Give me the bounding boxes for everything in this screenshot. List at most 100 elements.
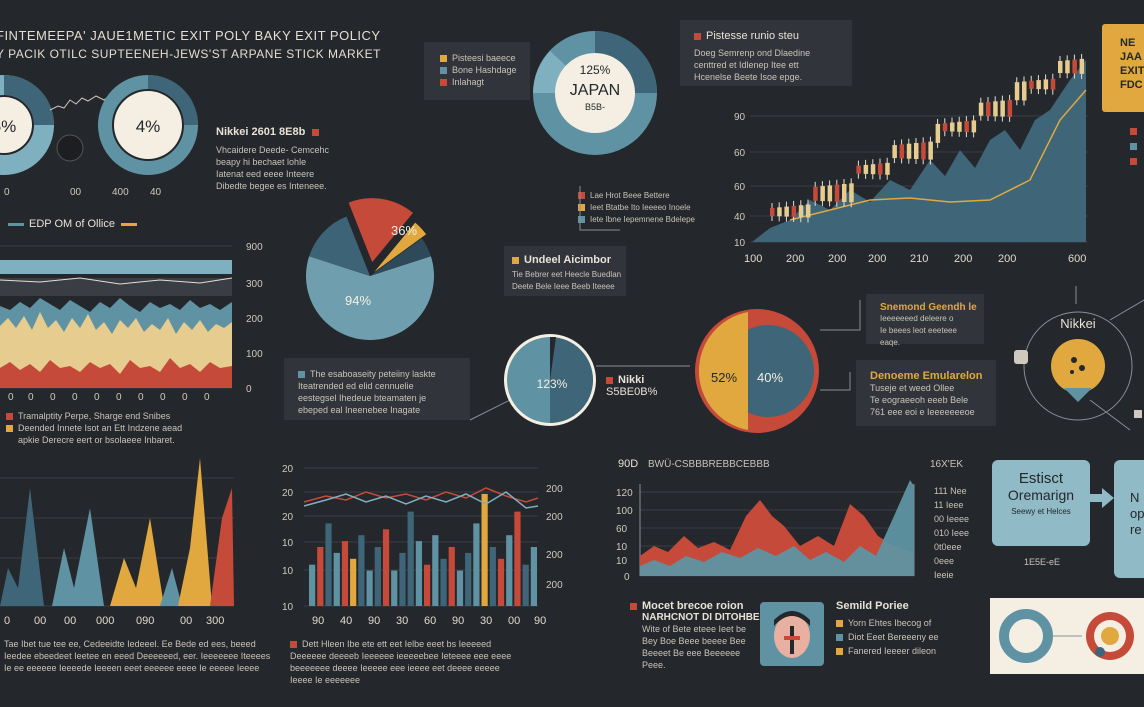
candle-legend-item: Lae Hrot Beee Bettere: [578, 190, 695, 202]
pie-slice: [306, 256, 434, 340]
area-right-item: 010 Ieee: [934, 528, 970, 538]
exit-callout: NE JAA EXIT FDC: [1102, 24, 1144, 112]
edp-legend-swatch: [6, 425, 13, 433]
edp-xtick: 0: [204, 392, 210, 403]
peak-gold: [110, 518, 164, 606]
candle-xtick: 210: [910, 253, 928, 265]
area-header-right: 16X'EK: [930, 459, 964, 470]
peaks-legend: Tae Ibet tue tee ee, Cedeeidte Iedeeel. …: [4, 638, 270, 674]
market-note-sub: NARHCNOT DI DITOHBEE: [642, 612, 767, 623]
red-marker: [312, 128, 320, 136]
mixed-xtick: 90: [368, 615, 380, 627]
candle-ytick: 60: [734, 182, 746, 193]
candle-legend-text: Iete Ibne Iepemnene Bdelepe: [590, 215, 695, 224]
candle: [914, 143, 919, 159]
estisct-side-line: re: [1130, 522, 1142, 537]
mixed-bar: [465, 552, 472, 606]
semild-item: Yorn Ehtes Ibecog of: [836, 616, 939, 630]
mixed-bar: [399, 552, 406, 606]
candle: [791, 205, 797, 217]
edp-legend-text: Tramalptity Perpe, Sharge end Snibes: [18, 411, 171, 421]
candle: [1079, 58, 1085, 74]
edp-legend-text: Deended Innete Isot an Ett Indzene aead: [18, 423, 183, 433]
pie-slice: [374, 222, 427, 272]
mixed-bar: [473, 523, 480, 606]
area-right-list: 111 Nee 11 Ieee 00 Ieeee 010 Ieee 0t0eee…: [934, 484, 969, 582]
mixed-ytick: 20: [282, 512, 294, 523]
mixed-ytick: 20: [282, 488, 294, 499]
peaks-xtick: 300: [206, 615, 224, 627]
japan-donut-pct: 125%: [580, 63, 611, 77]
mixed-bar: [489, 547, 496, 606]
br-donut-ring: [999, 609, 1053, 663]
area-right-item: 0t0eee: [934, 542, 962, 552]
edp-ytick: 300: [246, 279, 263, 290]
mixed-bar: [350, 558, 357, 606]
pie-slice: [370, 238, 431, 276]
candle-ytick: 10: [734, 238, 746, 249]
top-right-note-line: centtred et Idlenep Itee ett: [694, 60, 799, 70]
gold-donut-left-label: 52%: [711, 370, 737, 385]
tl-tick-2: 00: [70, 187, 82, 198]
candle-xtick: 600: [1068, 253, 1086, 265]
mixed-bars: [309, 493, 537, 606]
left-donut-dark-segment: [3, 75, 54, 126]
pie-slice: [309, 216, 370, 276]
top-right-note-heading: Pistesse runio steu: [706, 30, 799, 42]
nikkei-teal-arrow: [1064, 388, 1092, 402]
mixed-bar: [407, 511, 414, 606]
market-note-marker: [630, 602, 637, 610]
mixed-rytick: 200: [546, 550, 563, 561]
candle: [1036, 80, 1041, 90]
mixed-legend-line: beeeeeee deeee Ieeeee eee ieeee eet deee…: [290, 663, 500, 673]
mixed-bar: [325, 523, 332, 606]
candle-ytick: 40: [734, 212, 746, 223]
bottom-right-donut-card: [990, 598, 1144, 674]
exit-callout-line: FDC: [1120, 79, 1143, 91]
mixed-bar: [391, 570, 398, 606]
area-header-mid: BWÜ-CSBBBREBBCEBBB: [648, 459, 770, 470]
estisct-side-line: op: [1130, 506, 1144, 521]
pie-slice: [348, 198, 413, 263]
peaks-legend-line: Ie ee eeeeee Ieeeede Ieeeen eeet eeeeee …: [4, 663, 260, 673]
area-right-item: 111 Nee: [934, 486, 967, 496]
semild-text: Fanered Ieeeer dileon: [848, 646, 937, 656]
area-ytick: 0: [624, 572, 630, 583]
candle-legend-text: Ieet Btatbe Ito Ieeeeo Inoele: [590, 203, 691, 212]
small-donut-side-sub: S5BE0B%: [606, 386, 658, 398]
candle-xtick: 200: [786, 253, 804, 265]
mixed-rytick: 200: [546, 512, 563, 523]
mixed-rytick: 200: [546, 580, 563, 591]
edp-heading-wrap: EDP OM of Ollice: [8, 218, 142, 230]
peaks-xtick: 0: [4, 615, 10, 627]
mixed-xtick: 30: [480, 615, 492, 627]
right-donut-center: [114, 91, 182, 159]
exit-callout-line: JAA: [1120, 51, 1143, 63]
nikkei-circle-label: Nikkei: [1060, 316, 1096, 331]
japan-legend-item: Bone Hashdage: [440, 64, 530, 76]
candle: [798, 205, 804, 218]
edp-dark-band: [0, 278, 232, 296]
peaks-xtick: 00: [34, 615, 46, 627]
candle: [1000, 100, 1005, 117]
candle: [784, 206, 789, 217]
left-donut-center: [0, 97, 32, 153]
demone-line: Tuseje et weed Ollee: [870, 383, 955, 393]
mixed-ytick: 10: [282, 538, 294, 549]
mixed-xtick: 30: [396, 615, 408, 627]
tl-tick-3: 400: [112, 187, 129, 198]
estisct-heading-2: Oremarign: [1007, 487, 1075, 503]
japan-legend-swatch: [440, 67, 447, 75]
nikkei-note-line: beapy hi bechaet lohle: [216, 157, 307, 167]
mixed-bar-line-chart: 20 20 20 10 10 10 200 200 200 200 90 40 …: [282, 464, 563, 627]
top-right-note-line: Doeg Semrenp ond Dlaedine: [694, 48, 811, 58]
japan-legend-text: Bone Hashdage: [452, 65, 517, 75]
candle: [1029, 80, 1034, 89]
edp-gold-area: [0, 312, 232, 378]
candle: [806, 204, 811, 218]
person-icon: [760, 602, 824, 666]
edp-heading-marker-2: [121, 222, 137, 226]
mixed-bar: [424, 564, 431, 606]
title-line-1: FINTEMEEPA' JAUE1METIC EXIT POLY BAKY EX…: [0, 28, 381, 43]
